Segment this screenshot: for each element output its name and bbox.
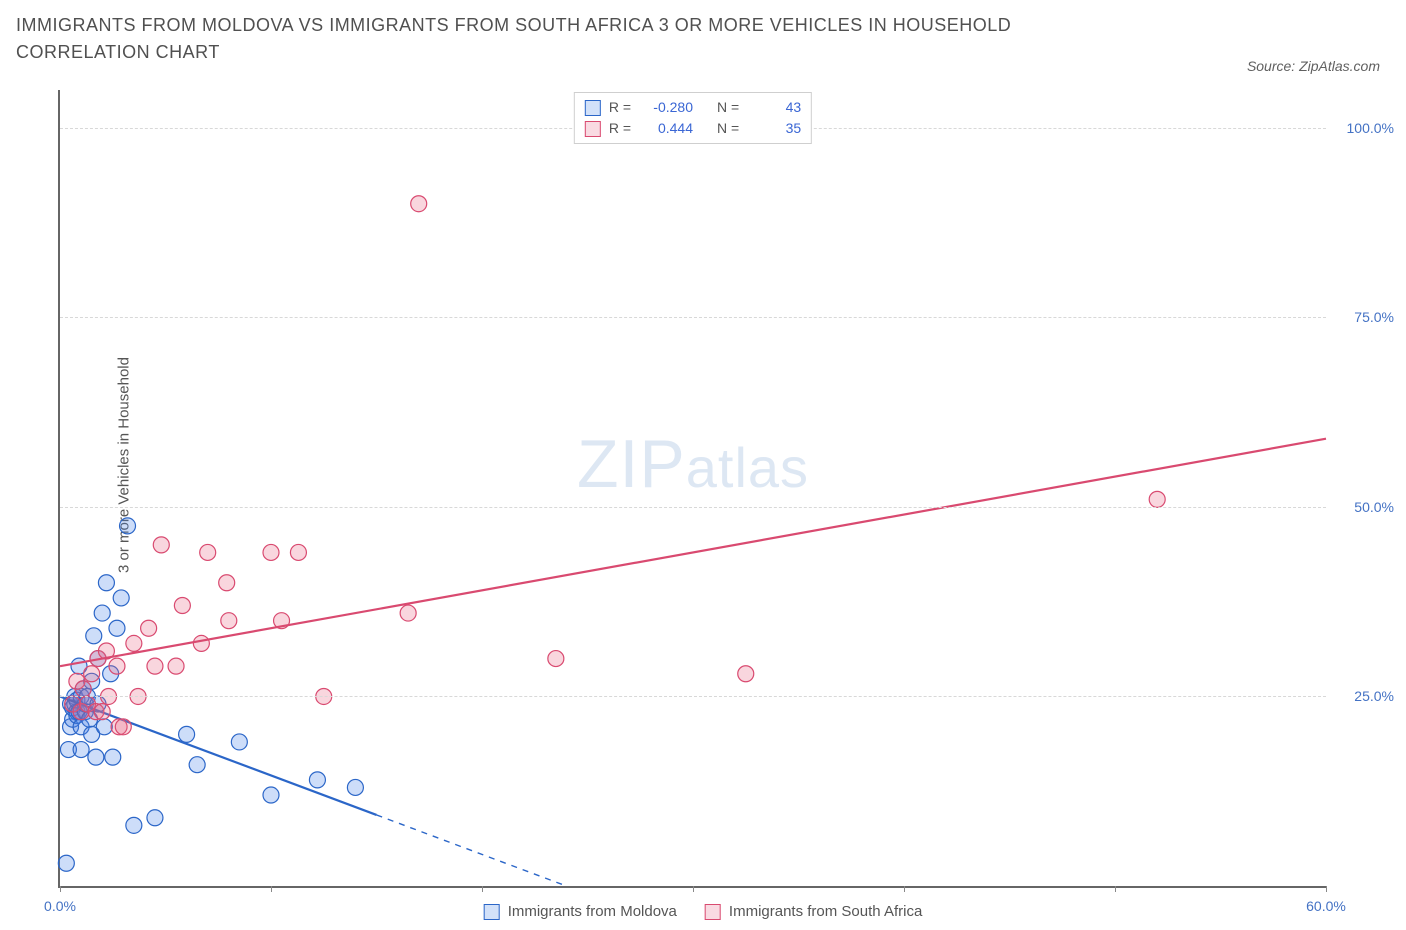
data-point [153,537,169,553]
legend-row: R = 0.444 N = 35 [585,118,801,139]
data-point [1149,491,1165,507]
data-point [411,196,427,212]
data-point [147,810,163,826]
data-point [347,779,363,795]
scatter-svg [60,90,1326,886]
data-point [88,749,104,765]
data-point [113,590,129,606]
chart-title: IMMIGRANTS FROM MOLDOVA VS IMMIGRANTS FR… [16,12,1126,66]
legend-row: R = -0.280 N = 43 [585,97,801,118]
data-point [58,855,74,871]
data-point [115,719,131,735]
data-point [179,726,195,742]
x-tick [60,886,61,892]
x-tick [1115,886,1116,892]
data-point [109,658,125,674]
data-point [200,544,216,560]
data-point [263,544,279,560]
data-point [221,613,237,629]
correlation-legend: R = -0.280 N = 43 R = 0.444 N = 35 [574,92,812,144]
y-tick-label: 100.0% [1347,120,1394,136]
data-point [94,605,110,621]
legend-r-label: R = [609,118,631,139]
legend-n-value: 35 [747,118,801,139]
y-tick-label: 25.0% [1354,688,1394,704]
x-tick-label: 60.0% [1306,898,1346,914]
data-point [109,620,125,636]
legend-swatch [705,904,721,920]
y-tick-label: 75.0% [1354,309,1394,325]
legend-swatch [484,904,500,920]
legend-n-label: N = [717,118,739,139]
data-point [86,628,102,644]
x-tick [904,886,905,892]
data-point [94,704,110,720]
data-point [141,620,157,636]
data-point [84,666,100,682]
legend-n-value: 43 [747,97,801,118]
data-point [73,742,89,758]
data-point [309,772,325,788]
data-point [105,749,121,765]
series-legend-label: Immigrants from Moldova [508,903,677,920]
x-tick [271,886,272,892]
gridline [60,696,1326,697]
data-point [738,666,754,682]
data-point [400,605,416,621]
plot-area: ZIPatlas R = -0.280 N = 43 R = 0.444 N =… [58,90,1326,888]
source-caption: Source: ZipAtlas.com [1247,58,1380,74]
legend-n-label: N = [717,97,739,118]
data-point [231,734,247,750]
data-point [168,658,184,674]
gridline [60,507,1326,508]
data-point [174,598,190,614]
x-tick-label: 0.0% [44,898,76,914]
series-legend-item: Immigrants from South Africa [705,903,922,920]
data-point [193,635,209,651]
regression-line [60,439,1326,666]
series-legend-item: Immigrants from Moldova [484,903,677,920]
legend-swatch [585,100,601,116]
data-point [548,651,564,667]
x-tick [482,886,483,892]
regression-line-dashed [377,815,567,886]
data-point [126,635,142,651]
legend-swatch [585,121,601,137]
data-point [120,518,136,534]
data-point [290,544,306,560]
series-legend: Immigrants from Moldova Immigrants from … [484,903,923,920]
legend-r-value: 0.444 [639,118,693,139]
data-point [126,817,142,833]
data-point [263,787,279,803]
legend-r-label: R = [609,97,631,118]
gridline [60,317,1326,318]
data-point [219,575,235,591]
data-point [75,681,91,697]
x-tick [1326,886,1327,892]
data-point [96,719,112,735]
y-tick-label: 50.0% [1354,499,1394,515]
data-point [147,658,163,674]
x-tick [693,886,694,892]
data-point [189,757,205,773]
data-point [98,575,114,591]
series-legend-label: Immigrants from South Africa [729,903,922,920]
legend-r-value: -0.280 [639,97,693,118]
